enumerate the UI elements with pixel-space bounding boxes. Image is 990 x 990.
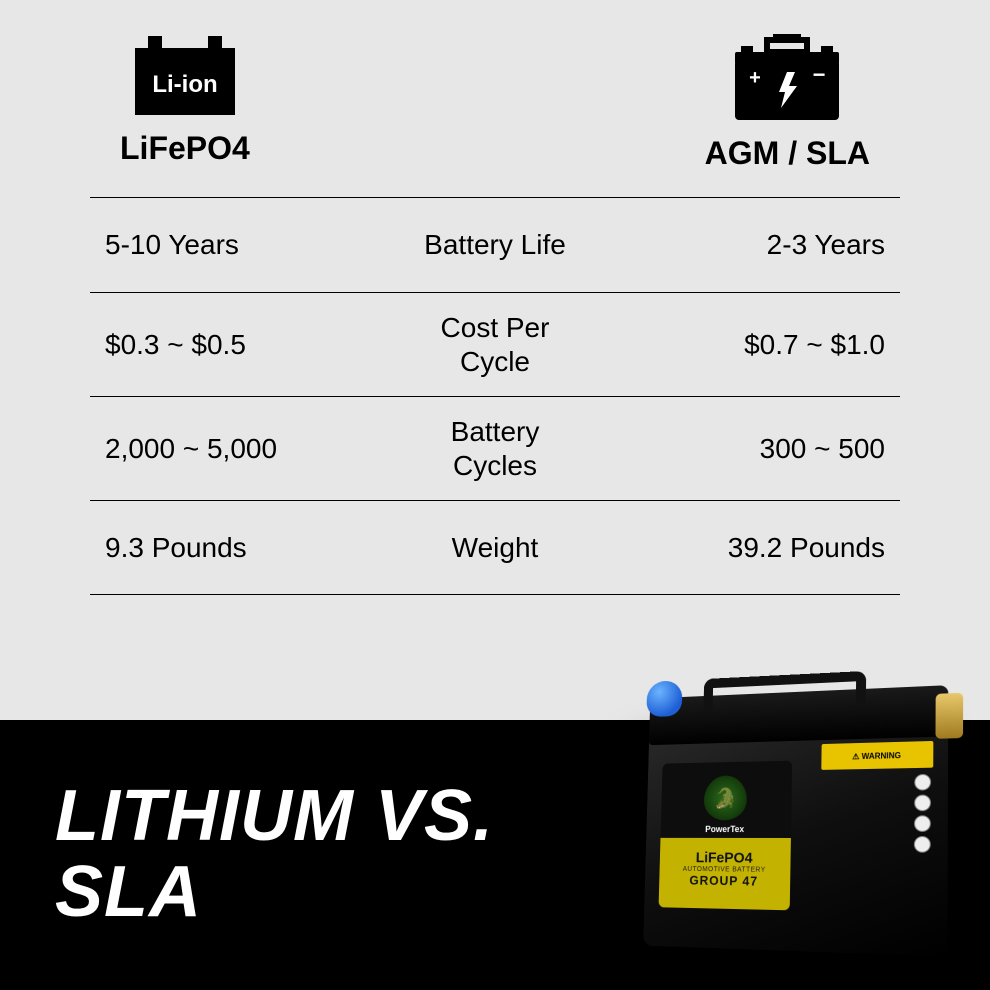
cell-left: 5-10 Years	[90, 229, 360, 261]
cell-right: 2-3 Years	[630, 229, 900, 261]
cell-right: 39.2 Pounds	[630, 532, 900, 564]
battery-agm-icon: + −	[727, 30, 847, 125]
cell-right: 300 ~ 500	[630, 433, 900, 465]
svg-text:Li-ion: Li-ion	[152, 71, 217, 98]
cell-mid: Weight	[360, 531, 630, 565]
safety-icon	[914, 836, 931, 853]
table-row: 9.3 Pounds Weight 39.2 Pounds	[90, 500, 900, 595]
product-render: ⚠ WARNING 🐊 PowerTex LiFePO4 AUTOMOTIVE …	[605, 650, 945, 950]
table-row: $0.3 ~ $0.5 Cost Per Cycle $0.7 ~ $1.0	[90, 292, 900, 396]
cell-left: $0.3 ~ $0.5	[90, 329, 360, 361]
right-type-label: AGM / SLA	[705, 135, 870, 172]
cell-left: 9.3 Pounds	[90, 532, 360, 564]
safety-icon	[914, 795, 931, 812]
cell-right: $0.7 ~ $1.0	[630, 329, 900, 361]
table-row: 5-10 Years Battery Life 2-3 Years	[90, 197, 900, 292]
left-battery-column: Li-ion LiFePO4	[120, 30, 250, 172]
safety-icon	[914, 774, 931, 791]
terminal-negative	[646, 680, 682, 717]
left-type-label: LiFePO4	[120, 130, 250, 167]
brand-name: PowerTex	[668, 824, 784, 834]
svg-text:−: −	[813, 62, 826, 87]
terminal-positive	[935, 693, 963, 739]
product-label: 🐊 PowerTex LiFePO4 AUTOMOTIVE BATTERY GR…	[659, 761, 793, 911]
table-row: 2,000 ~ 5,000 Battery Cycles 300 ~ 500	[90, 396, 900, 500]
svg-text:+: +	[749, 67, 761, 89]
warning-label: ⚠ WARNING	[821, 741, 933, 770]
comparison-table: 5-10 Years Battery Life 2-3 Years $0.3 ~…	[0, 197, 990, 595]
chemistry-label: LiFePO4	[667, 849, 783, 867]
group-label: GROUP 47	[666, 873, 782, 889]
battery-body: ⚠ WARNING 🐊 PowerTex LiFePO4 AUTOMOTIVE …	[643, 716, 948, 957]
safety-icon	[914, 815, 931, 832]
cell-mid: Battery Cycles	[360, 415, 630, 482]
cell-left: 2,000 ~ 5,000	[90, 433, 360, 465]
battery-handle	[703, 671, 866, 711]
safety-icons	[914, 774, 931, 853]
cell-mid: Battery Life	[360, 228, 630, 262]
cell-mid: Cost Per Cycle	[360, 311, 630, 378]
header-row: Li-ion LiFePO4 + − AGM / SLA	[0, 30, 990, 172]
comparison-panel: Li-ion LiFePO4 + − AGM / SLA 5-10 Years …	[0, 0, 990, 720]
battery-li-ion-icon: Li-ion	[130, 30, 240, 120]
right-battery-column: + − AGM / SLA	[705, 30, 870, 172]
main-title: LITHIUM VS. SLA	[55, 779, 494, 930]
brand-shield-icon: 🐊	[704, 775, 748, 820]
